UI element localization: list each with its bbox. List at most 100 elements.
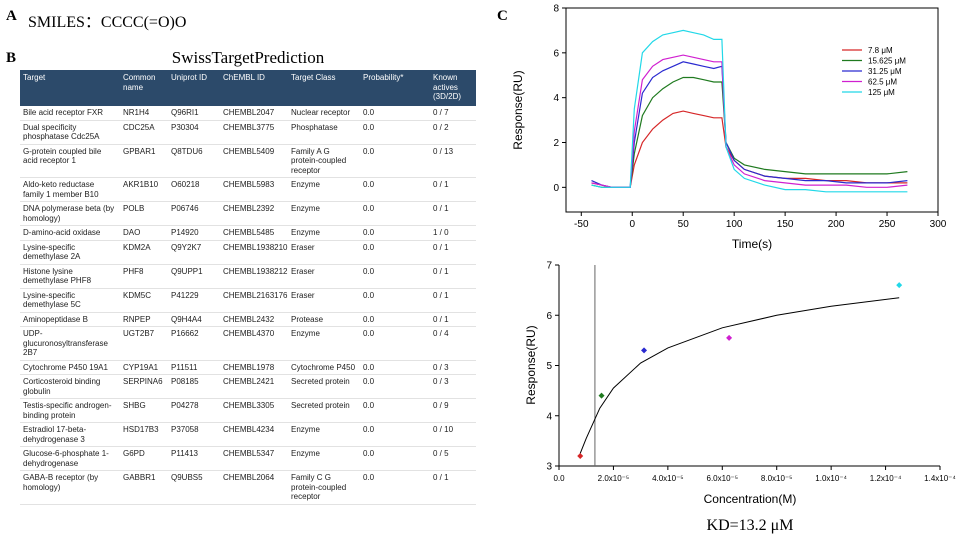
data-point — [598, 392, 605, 399]
x-axis-label: Concentration(M) — [704, 492, 797, 506]
table-title: SwissTargetPrediction — [171, 48, 325, 67]
table-cell: Family A G protein-coupled receptor — [288, 144, 360, 178]
table-cell: Secreted protein — [288, 398, 360, 423]
data-point — [577, 452, 584, 459]
table-cell: KDM2A — [120, 240, 168, 265]
y-tick-label: 5 — [546, 361, 552, 372]
table-cell: Aldo-keto reductase family 1 member B10 — [20, 177, 120, 202]
table-cell: CHEMBL3775 — [220, 120, 288, 145]
column-header: Target — [20, 70, 120, 106]
table-cell: CHEMBL5347 — [220, 446, 288, 471]
legend-label: 15.625 μM — [868, 57, 906, 66]
y-axis-label: Response(RU) — [524, 325, 538, 404]
table-cell: CHEMBL1938212 — [220, 264, 288, 289]
table-cell: CHEMBL4370 — [220, 326, 288, 361]
column-header: ChEMBL ID — [220, 70, 288, 106]
table-cell: 0.0 — [360, 177, 430, 202]
table-cell: 0.0 — [360, 264, 430, 289]
y-tick-label: 3 — [546, 462, 552, 473]
x-tick-label: -50 — [574, 219, 589, 230]
x-tick-label: 300 — [930, 219, 947, 230]
series-line — [591, 61, 908, 188]
table-cell: CHEMBL4234 — [220, 422, 288, 447]
table-cell: 0.0 — [360, 422, 430, 447]
x-tick-label: 1.0x10⁻⁴ — [815, 474, 847, 483]
legend-label: 7.8 μM — [868, 46, 893, 55]
table-cell: NR1H4 — [120, 106, 168, 121]
data-point — [896, 282, 903, 289]
table-cell: Secreted protein — [288, 374, 360, 399]
table-row: Aldo-keto reductase family 1 member B10 A… — [20, 177, 476, 202]
x-tick-label: 200 — [828, 219, 845, 230]
table-cell: Nuclear receptor — [288, 106, 360, 121]
table-cell: D-amino-acid oxidase — [20, 225, 120, 241]
y-tick-label: 6 — [546, 311, 552, 322]
table-row: Aminopeptidase B RNPEP Q9H4A4 CHEMBL2432 Pro… — [20, 312, 476, 327]
table-cell: CHEMBL5409 — [220, 144, 288, 178]
y-tick-label: 8 — [553, 4, 559, 15]
table-cell: P06746 — [168, 201, 220, 226]
table-cell: G-protein coupled bile acid receptor 1 — [20, 144, 120, 178]
table-cell: Lysine-specific demethylase 2A — [20, 240, 120, 265]
table-cell: Cytochrome P450 — [288, 360, 360, 375]
x-tick-label: 0 — [629, 219, 635, 230]
table-row: GABA-B receptor (by homology) GABBR1 Q9UBS… — [20, 470, 476, 505]
table-row: Lysine-specific demethylase 2A KDM2A Q9Y2K… — [20, 240, 476, 265]
x-tick-label: 150 — [777, 219, 794, 230]
y-tick-label: 7 — [546, 261, 552, 272]
legend-label: 62.5 μM — [868, 78, 897, 87]
table-cell: Q9Y2K7 — [168, 240, 220, 265]
fit-curve — [579, 297, 900, 454]
table-cell: P16662 — [168, 326, 220, 361]
x-axis-label: Time(s) — [732, 237, 772, 251]
table-cell: 0.0 — [360, 398, 430, 423]
table-cell: Enzyme — [288, 326, 360, 361]
table-cell: CHEMBL1978 — [220, 360, 288, 375]
table-cell: Q9UBS5 — [168, 470, 220, 505]
table-cell: Q9H4A4 — [168, 312, 220, 327]
table-cell: Protease — [288, 312, 360, 327]
table-cell: Q9UPP1 — [168, 264, 220, 289]
panel-label: C — [497, 8, 508, 24]
x-tick-label: 100 — [726, 219, 743, 230]
table-cell: 0.0 — [360, 201, 430, 226]
table-body: Bile acid receptor FXR NR1H4 Q96RI1 CHEMBL2… — [20, 106, 476, 505]
table-cell: UGT2B7 — [120, 326, 168, 361]
table-cell: 0 / 10 — [430, 422, 476, 447]
table-cell: O60218 — [168, 177, 220, 202]
table-cell: P30304 — [168, 120, 220, 145]
table-cell: RNPEP — [120, 312, 168, 327]
table-cell: Eraser — [288, 264, 360, 289]
table-cell: Lysine-specific demethylase 5C — [20, 288, 120, 313]
table-cell: CHEMBL3305 — [220, 398, 288, 423]
y-tick-label: 4 — [553, 93, 559, 104]
legend-label: 125 μM — [868, 88, 895, 97]
table-cell: Eraser — [288, 240, 360, 265]
table-cell: P37058 — [168, 422, 220, 447]
column-header: Known actives (3D/2D) — [430, 70, 476, 106]
table-cell: 0 / 1 — [430, 177, 476, 202]
table-cell: Bile acid receptor FXR — [20, 106, 120, 121]
x-tick-label: 0.0 — [553, 474, 565, 483]
column-header: Common name — [120, 70, 168, 106]
table-row: DNA polymerase beta (by homology) POLB P06… — [20, 201, 476, 226]
table-cell: 0.0 — [360, 360, 430, 375]
table-cell: Cytochrome P450 19A1 — [20, 360, 120, 375]
table-row: Glucose-6-phosphate 1-dehydrogenase G6PD P… — [20, 446, 476, 471]
table-cell: 0 / 3 — [430, 374, 476, 399]
table-cell: 0 / 1 — [430, 264, 476, 289]
table-cell: 0.0 — [360, 106, 430, 121]
table-cell: SHBG — [120, 398, 168, 423]
table-cell: HSD17B3 — [120, 422, 168, 447]
table-cell: CHEMBL5485 — [220, 225, 288, 241]
table-row: Bile acid receptor FXR NR1H4 Q96RI1 CHEMBL2… — [20, 106, 476, 121]
table-cell: CHEMBL2163176 — [220, 288, 288, 313]
x-tick-label: 4.0x10⁻⁵ — [652, 474, 684, 483]
table-wrap: Target Common name Uniprot ID ChEMBL ID Targ… — [20, 70, 476, 540]
table-cell: P11511 — [168, 360, 220, 375]
table-cell: G6PD — [120, 446, 168, 471]
table-cell: DNA polymerase beta (by homology) — [20, 201, 120, 226]
table-cell: Testis-specific androgen-binding protein — [20, 398, 120, 423]
table-cell: 0 / 2 — [430, 120, 476, 145]
